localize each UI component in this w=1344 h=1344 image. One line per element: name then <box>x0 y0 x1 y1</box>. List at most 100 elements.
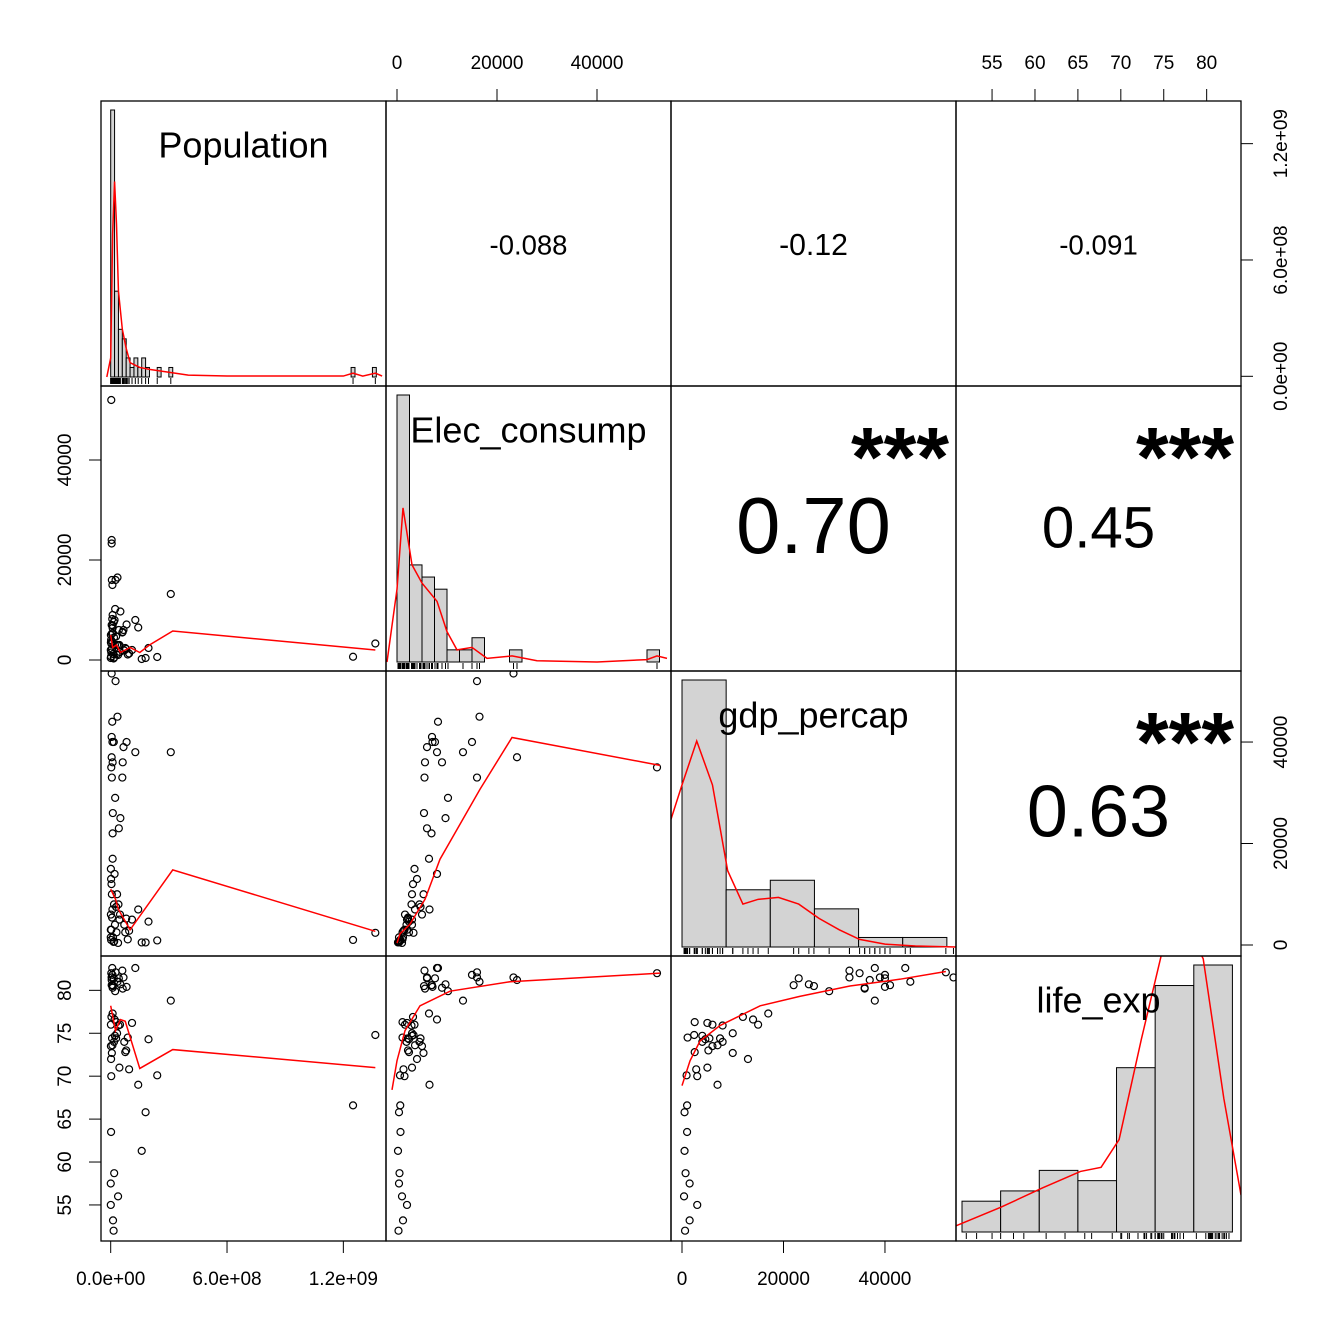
histogram-bar <box>961 1200 1002 1233</box>
panel-frame <box>955 955 1242 1242</box>
panel <box>106 671 380 948</box>
scatter-point <box>141 1108 150 1117</box>
panel-frame <box>100 670 387 957</box>
scatter-point <box>885 981 895 990</box>
panel <box>106 963 380 1235</box>
y-tick-label: 70 <box>55 1066 76 1087</box>
scatter-point <box>713 1080 722 1089</box>
variable-name: life_exp <box>1036 980 1160 1021</box>
scatter-point <box>407 915 417 924</box>
scatter-point <box>682 1101 692 1110</box>
scatter-point <box>108 963 117 973</box>
scatter-point <box>652 763 662 772</box>
scatter-point <box>708 1020 717 1029</box>
scatter-point <box>113 712 122 721</box>
scatter-point <box>417 910 427 919</box>
density-line <box>386 507 668 663</box>
scatter-point <box>437 758 447 767</box>
scatter-point <box>108 808 117 818</box>
panel <box>106 395 380 664</box>
panel-frame <box>100 385 387 672</box>
scatter-point <box>144 917 153 926</box>
scatter-point <box>107 671 116 678</box>
histogram-bar <box>681 679 727 948</box>
y-tick-label: 0 <box>1271 940 1292 951</box>
x-tick-label: 70 <box>1110 53 1131 74</box>
scatter-point <box>409 928 418 937</box>
scatter-point <box>397 1192 407 1201</box>
scatter-point <box>113 1192 123 1201</box>
scatter-point <box>680 1146 689 1155</box>
panel <box>391 963 662 1235</box>
x-tick-label: 0.0e+00 <box>76 1269 145 1290</box>
scatter-point <box>348 652 358 661</box>
scatter-point <box>106 653 115 663</box>
scatter-point <box>107 753 116 762</box>
scatter-point <box>107 620 116 630</box>
scatter-point <box>407 890 417 899</box>
scatter-point <box>681 1169 690 1178</box>
scatter-point <box>425 1080 434 1089</box>
scatter-point <box>120 1037 129 1046</box>
scatter-point <box>371 639 380 648</box>
correlation-value: -0.12 <box>779 229 848 262</box>
x-tick-label: 75 <box>1153 53 1174 74</box>
density-line <box>956 956 1241 1227</box>
x-tick-label: 65 <box>1067 53 1088 74</box>
correlation-value: 0.70 <box>736 481 891 570</box>
scatter-point <box>137 654 146 664</box>
scatter-point <box>141 653 150 663</box>
y-tick-label: 60 <box>55 1151 76 1172</box>
scatter-point <box>115 1063 124 1072</box>
histogram-bar <box>1000 1190 1040 1233</box>
scatter-point <box>743 1054 753 1064</box>
scatter-point <box>880 982 890 992</box>
scatter-point <box>106 645 115 655</box>
y-tick-label: 0.0e+00 <box>1271 342 1292 411</box>
scatter-point <box>472 973 482 982</box>
scatter-point <box>472 677 482 686</box>
scatter-point <box>106 1127 116 1137</box>
scatter-point <box>127 1018 137 1028</box>
scatter-point <box>114 824 123 833</box>
scatter-point <box>407 1063 417 1072</box>
scatter-point <box>458 996 468 1005</box>
scatter-point <box>403 1034 413 1043</box>
scatter-point <box>108 1216 118 1225</box>
scatter-point <box>427 829 436 838</box>
scatter-point <box>107 1048 116 1058</box>
correlation-value: 0.63 <box>1027 769 1170 852</box>
scatter-point <box>121 928 130 937</box>
smooth-line <box>110 869 376 933</box>
histogram-bar <box>396 394 410 663</box>
scatter-point <box>399 1065 408 1074</box>
x-tick-label: 0 <box>392 53 403 74</box>
scatter-point <box>109 1226 118 1235</box>
scatter-point <box>692 1065 701 1074</box>
scatter-point <box>467 737 477 747</box>
y-tick-label: 40000 <box>55 434 76 487</box>
scatter-point <box>880 970 890 979</box>
scatter-point <box>106 1054 116 1064</box>
scatter-point <box>107 395 116 405</box>
scatter-point <box>420 966 429 975</box>
scatter-point <box>441 814 450 823</box>
histogram-bar <box>1154 985 1195 1233</box>
scatter-point <box>118 966 127 975</box>
scatter-point <box>108 737 117 747</box>
scatter-point <box>118 984 127 993</box>
smooth-line <box>681 970 946 1086</box>
x-tick-label: 20000 <box>757 1269 810 1290</box>
scatter-point <box>108 933 118 942</box>
scatter-point <box>422 974 432 983</box>
x-tick-label: 0 <box>677 1269 688 1290</box>
scatter-point <box>106 1200 115 1210</box>
scatter-point <box>166 589 175 599</box>
scatter-point <box>131 748 140 757</box>
panel: 0.63*** <box>1027 695 1234 852</box>
scatter-point <box>106 910 115 919</box>
scatter-point <box>106 925 115 934</box>
scatter-point <box>703 1018 712 1028</box>
scatter-point <box>394 933 404 942</box>
